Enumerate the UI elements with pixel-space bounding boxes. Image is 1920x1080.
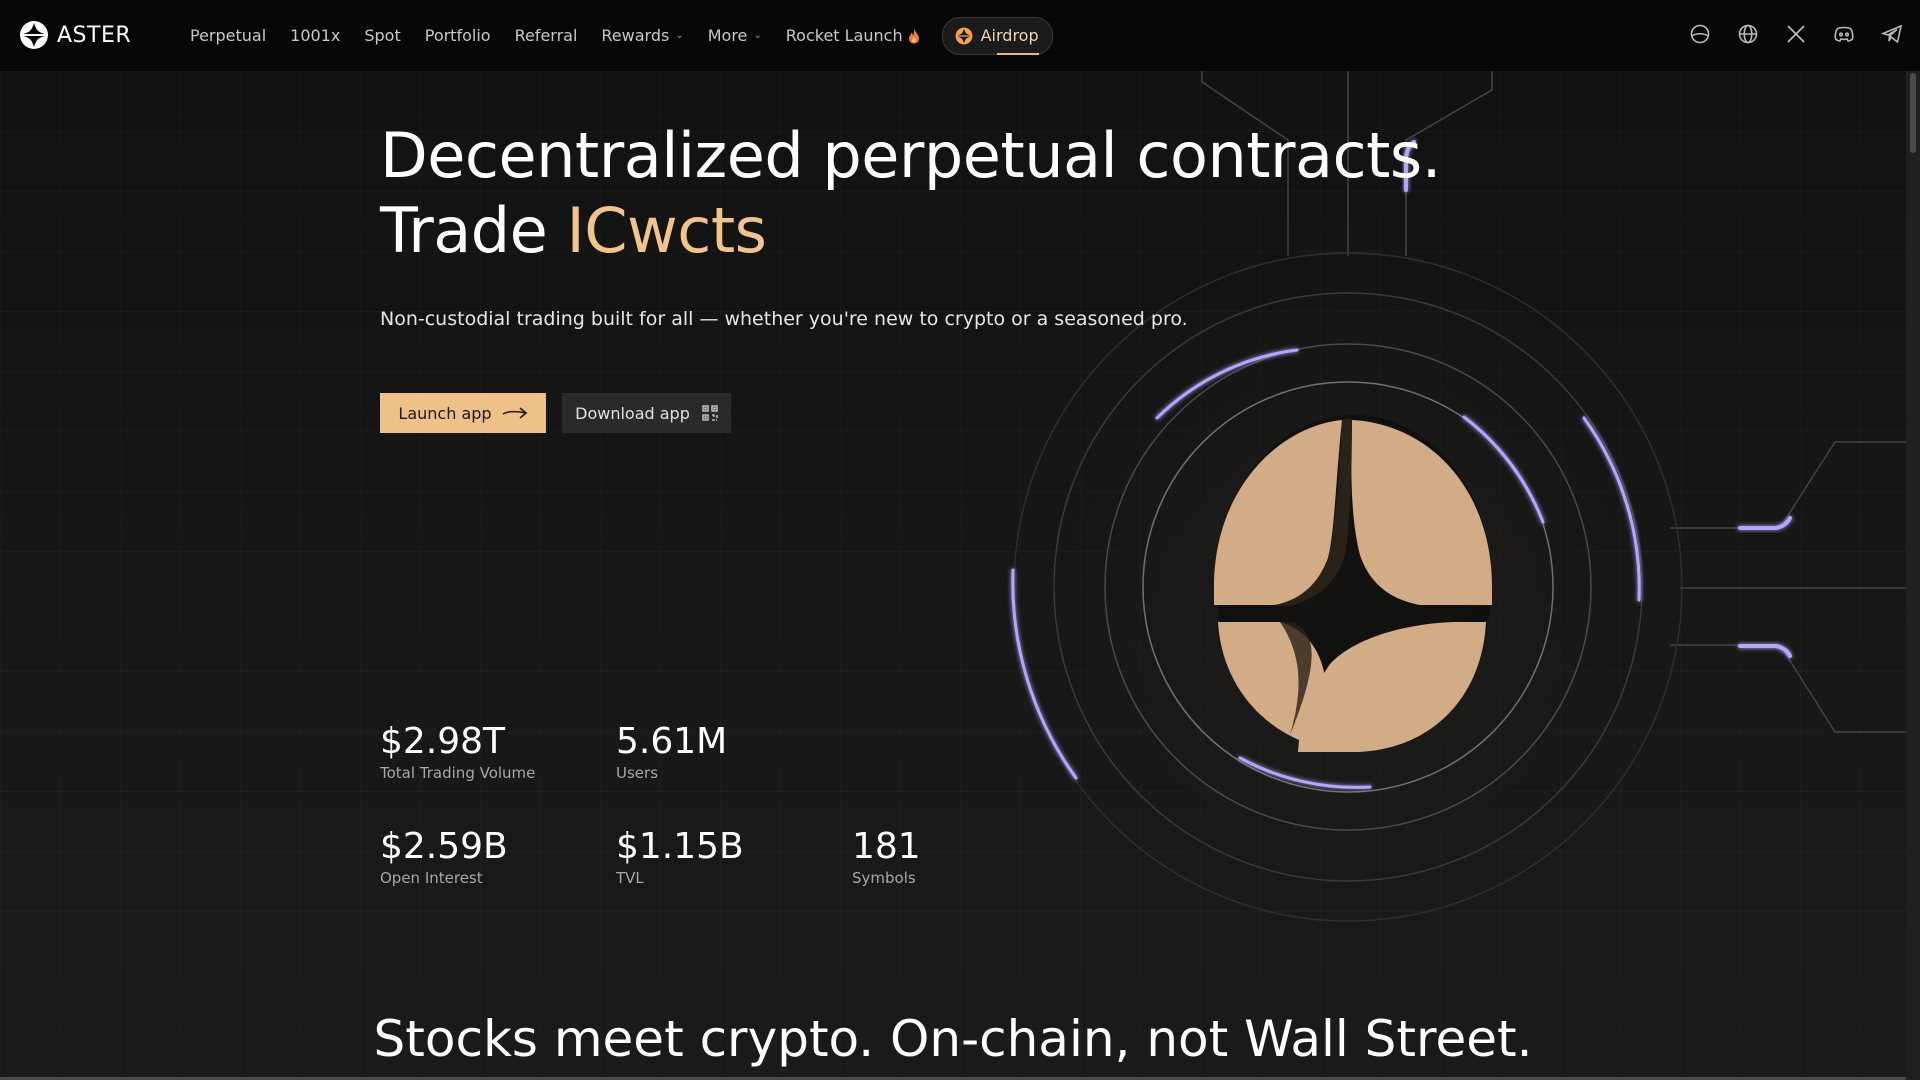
nav-more[interactable]: More ⌄ — [708, 26, 762, 45]
stat-label: TVL — [616, 869, 644, 887]
brand[interactable]: ASTER — [19, 20, 131, 50]
stat-users: 5.61M Users — [616, 721, 728, 783]
aster-logo-icon — [955, 27, 973, 44]
stat-value: $2.59B — [380, 826, 508, 867]
arrow-right-icon — [502, 407, 527, 419]
nav-more-label: More — [707, 26, 748, 45]
hero-title-prefix: Trade — [380, 194, 567, 267]
hero-title-accent: ICwcts — [566, 194, 767, 267]
hero-subtitle: Non-custodial trading built for all — wh… — [380, 308, 1188, 330]
hero-title-line1: Decentralized perpetual contracts. — [380, 119, 1441, 192]
nav-portfolio-label: Portfolio — [424, 26, 491, 45]
social-links — [1664, 22, 1904, 46]
hero-title: Decentralized perpetual contracts. Trade… — [380, 118, 1441, 268]
airdrop-label: Airdrop — [980, 26, 1039, 45]
section-title: Stocks meet crypto. On-chain, not Wall S… — [373, 1010, 1533, 1068]
nav-perpetual[interactable]: Perpetual — [190, 26, 266, 45]
airdrop-button[interactable]: Airdrop — [941, 16, 1053, 55]
stat-total-trading-volume: $2.98T Total Trading Volume — [380, 721, 536, 783]
launch-app-button[interactable]: Launch app — [380, 393, 546, 433]
aster-logo-icon — [20, 21, 48, 49]
nav-spot-label: Spot — [364, 26, 401, 45]
download-app-label: Download app — [575, 403, 690, 423]
stat-open-interest: $2.59B Open Interest — [380, 826, 508, 888]
stat-symbols: 181 Symbols — [852, 826, 921, 888]
telegram-icon[interactable] — [1880, 22, 1904, 46]
nav-perpetual-label: Perpetual — [190, 26, 267, 45]
chevron-down-icon: ⌄ — [675, 30, 684, 41]
x-icon[interactable] — [1784, 22, 1808, 46]
nav-1001x[interactable]: 1001x — [290, 26, 340, 45]
nav-rocket-launch[interactable]: Rocket Launch — [786, 26, 920, 45]
globe-icon[interactable] — [1736, 22, 1760, 46]
brand-name: ASTER — [57, 22, 132, 48]
page-scrollbar[interactable] — [1906, 71, 1920, 1080]
nav-1001x-label: 1001x — [290, 26, 341, 45]
bottom-edge — [0, 1077, 1906, 1080]
flame-icon — [908, 28, 919, 43]
nav-spot[interactable]: Spot — [364, 26, 400, 45]
launch-app-label: Launch app — [398, 403, 492, 423]
download-app-button[interactable]: Download app — [562, 393, 731, 433]
stat-label: Users — [616, 764, 659, 782]
main-nav: Perpetual 1001x Spot Portfolio Referral … — [190, 0, 1053, 71]
stat-tvl: $1.15B TVL — [616, 826, 744, 888]
scrollbar-thumb[interactable] — [1910, 73, 1916, 153]
top-navigation-bar: ASTER Perpetual 1001x Spot Portfolio Ref… — [0, 0, 1920, 71]
nav-rewards-label: Rewards — [601, 26, 670, 45]
stat-label: Total Trading Volume — [380, 764, 536, 782]
nav-rewards[interactable]: Rewards ⌄ — [601, 26, 683, 45]
nav-portfolio[interactable]: Portfolio — [425, 26, 491, 45]
stat-label: Symbols — [852, 869, 916, 887]
qr-code-icon — [702, 405, 718, 421]
discord-icon[interactable] — [1832, 22, 1856, 46]
stat-value: $1.15B — [616, 826, 744, 867]
nav-rocket-launch-label: Rocket Launch — [785, 26, 903, 45]
stat-value: 181 — [852, 826, 921, 867]
stat-label: Open Interest — [380, 869, 483, 887]
nav-referral-label: Referral — [514, 26, 578, 45]
chevron-down-icon: ⌄ — [753, 30, 762, 41]
nav-referral[interactable]: Referral — [515, 26, 578, 45]
stat-value: 5.61M — [616, 721, 728, 762]
theme-toggle-icon[interactable] — [1688, 22, 1712, 46]
stat-value: $2.98T — [380, 721, 506, 762]
